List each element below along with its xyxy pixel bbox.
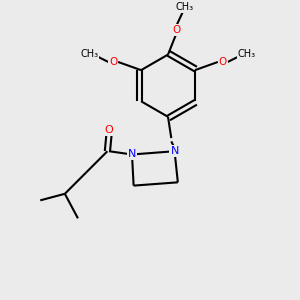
Text: CH₃: CH₃ — [237, 49, 255, 59]
Text: CH₃: CH₃ — [81, 49, 99, 59]
Text: O: O — [109, 57, 117, 67]
Text: CH₃: CH₃ — [175, 2, 194, 12]
Text: N: N — [170, 146, 179, 156]
Text: N: N — [128, 149, 136, 160]
Text: O: O — [172, 25, 180, 35]
Text: O: O — [219, 57, 227, 67]
Text: O: O — [105, 125, 113, 135]
